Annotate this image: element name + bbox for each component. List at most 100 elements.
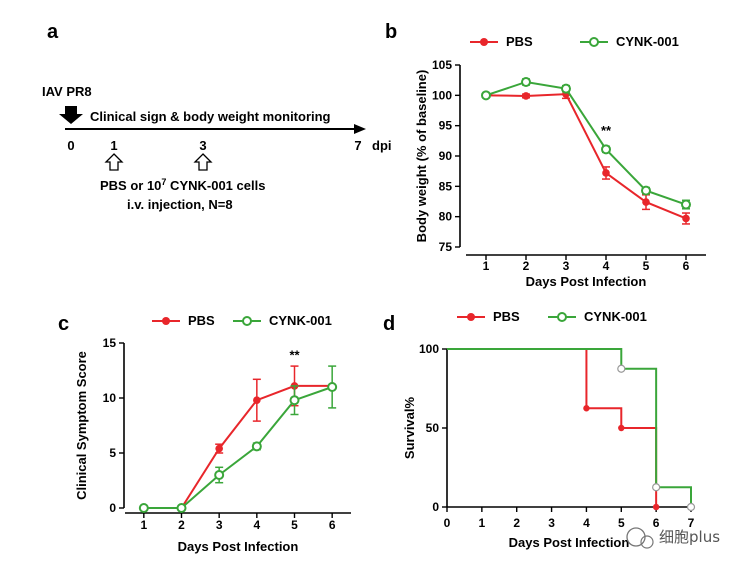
- legend-label-pbs: PBS: [506, 34, 533, 49]
- x-tick-label: 6: [683, 259, 690, 273]
- data-point-pbs: [522, 92, 530, 100]
- significance-label: **: [289, 348, 300, 363]
- survival-point-cynk: [652, 483, 661, 492]
- timeline-arrowhead-icon: [354, 124, 366, 134]
- timeline-unit: dpi: [372, 138, 392, 153]
- survival-point-pbs: [652, 503, 660, 511]
- x-tick-label: 1: [483, 259, 490, 273]
- series-line-pbs: [143, 384, 333, 509]
- x-axis-title: Days Post Infection: [526, 274, 647, 289]
- x-tick-label: 2: [523, 259, 530, 273]
- y-tick-label: 10: [103, 391, 117, 405]
- y-axis-title: Survival%: [402, 396, 417, 459]
- panel-a-label: a: [47, 21, 59, 43]
- y-axis-title: Clinical Symptom Score: [74, 351, 89, 500]
- x-tick-label: 5: [643, 259, 650, 273]
- infection-arrow-icon: [59, 106, 83, 124]
- legend-label-pbs: PBS: [493, 309, 520, 324]
- panel-b-label: b: [385, 21, 397, 43]
- panel-a: a IAV PR8 Clinical sign & body weight mo…: [42, 21, 392, 212]
- y-tick-label: 100: [419, 342, 439, 356]
- x-tick-label: 5: [291, 518, 298, 532]
- legend-marker-pbs: [480, 38, 488, 46]
- panel-d-label: d: [383, 313, 395, 335]
- x-tick-label: 5: [618, 516, 625, 530]
- y-tick-label: 105: [432, 58, 452, 72]
- legend-marker-pbs: [162, 317, 170, 325]
- data-point-pbs: [253, 396, 261, 405]
- panel-c-label: c: [58, 313, 69, 335]
- y-tick-label: 85: [439, 179, 453, 193]
- timeline-tick-3: 3: [199, 138, 206, 153]
- x-tick-label: 6: [329, 518, 336, 532]
- data-point-cynk: [251, 441, 262, 452]
- y-axis-title: Body weight (% of baseline): [414, 70, 429, 243]
- x-tick-label: 4: [253, 518, 260, 532]
- data-point-cynk: [601, 144, 611, 155]
- y-tick-label: 80: [439, 210, 453, 224]
- x-axis-title: Days Post Infection: [509, 535, 630, 550]
- treatment-line-2: i.v. injection, N=8: [127, 197, 233, 212]
- data-point-cynk: [561, 83, 571, 94]
- timeline-tick-1: 1: [110, 138, 117, 153]
- survival-step-pbs: [447, 348, 658, 507]
- monitoring-label: Clinical sign & body weight monitoring: [90, 109, 331, 124]
- y-tick-label: 90: [439, 149, 453, 163]
- virus-label: IAV PR8: [42, 84, 92, 99]
- survival-point-cynk: [686, 502, 696, 512]
- x-tick-label: 3: [216, 518, 223, 532]
- data-point-pbs: [215, 444, 223, 453]
- data-point-cynk: [214, 470, 225, 480]
- legend-marker-cynk: [242, 316, 252, 326]
- x-tick-label: 3: [548, 516, 555, 530]
- injection-arrow-day3-icon: [193, 153, 213, 171]
- data-point-cynk: [681, 199, 691, 210]
- data-point-cynk: [641, 185, 651, 196]
- y-tick-label: 5: [109, 446, 116, 460]
- survival-point-cynk: [617, 364, 626, 373]
- y-tick-label: 0: [432, 500, 439, 514]
- x-tick-label: 4: [583, 516, 590, 530]
- x-tick-label: 3: [563, 259, 570, 273]
- significance-label: **: [601, 123, 612, 138]
- data-point-cynk: [289, 395, 300, 406]
- series-line-pbs: [485, 93, 687, 220]
- chart-clinical-score: 0 5 10 15 1 2 3 4 5 6 Days Post Infection Clinical …: [74, 313, 351, 554]
- treatment-line-1: PBS or 107 CYNK-001 cells: [100, 177, 265, 193]
- data-point-cynk: [481, 90, 491, 101]
- x-tick-label: 1: [479, 516, 486, 530]
- survival-step-cynk: [447, 348, 692, 507]
- y-tick-label: 95: [439, 119, 453, 133]
- y-tick-label: 15: [103, 336, 117, 350]
- legend-marker-cynk: [589, 37, 599, 47]
- x-tick-label: 2: [178, 518, 185, 532]
- data-point-pbs: [642, 198, 650, 206]
- x-tick-label: 4: [603, 259, 610, 273]
- x-tick-label: 7: [688, 516, 695, 530]
- x-tick-label: 2: [513, 516, 520, 530]
- legend-label-cynk: CYNK-001: [584, 309, 647, 324]
- watermark-text: 细胞plus: [659, 528, 720, 546]
- x-axis-title: Days Post Infection: [178, 539, 299, 554]
- chart-survival: 0 50 100 0 1 2 3 4 5 6 7 Days Post Infection Surviva…: [402, 309, 696, 550]
- injection-arrow-day1-icon: [104, 153, 124, 171]
- survival-point-pbs: [618, 424, 625, 432]
- series-line-cynk: [485, 80, 687, 206]
- timeline-tick-7: 7: [354, 138, 361, 153]
- watermark: 细胞plus: [626, 527, 720, 549]
- legend-label-pbs: PBS: [188, 313, 215, 328]
- legend-marker-pbs: [467, 313, 475, 321]
- data-point-cynk: [138, 503, 149, 513]
- x-tick-label: 1: [140, 518, 147, 532]
- legend-label-cynk: CYNK-001: [616, 34, 679, 49]
- data-point-cynk: [176, 503, 187, 513]
- legend-marker-cynk: [557, 312, 567, 322]
- y-tick-label: 50: [426, 421, 440, 435]
- timeline-tick-0: 0: [67, 138, 74, 153]
- y-tick-label: 75: [439, 240, 453, 254]
- data-point-cynk: [521, 76, 531, 87]
- x-tick-label: 0: [444, 516, 451, 530]
- series-line-cynk: [143, 386, 333, 509]
- y-tick-label: 0: [109, 501, 116, 515]
